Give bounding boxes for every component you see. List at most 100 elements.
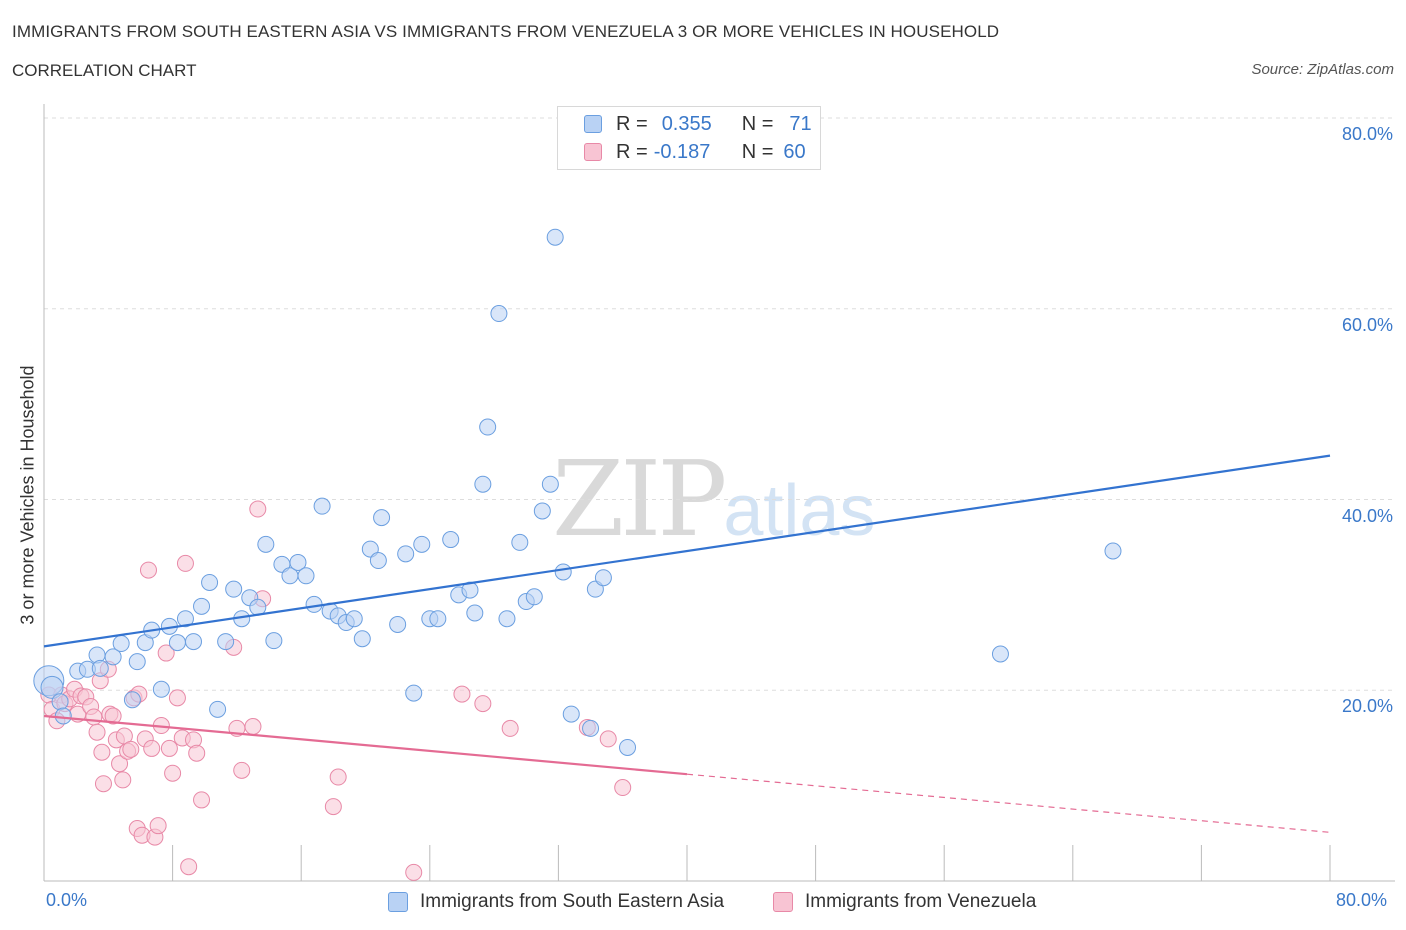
sea-point	[193, 597, 211, 615]
legend-r-value: 0.355	[661, 112, 712, 135]
sea-point	[51, 693, 69, 711]
venezuela-point	[88, 723, 106, 741]
venezuela-point	[188, 744, 206, 762]
venezuela-point	[160, 739, 178, 757]
venezuela-point	[329, 768, 347, 786]
y-axis-label: 3 or more Vehicles in Household	[17, 365, 38, 625]
source-label: Source: ZipAtlas.com	[1251, 61, 1394, 78]
venezuela-point	[122, 740, 140, 758]
sea-point	[168, 634, 186, 652]
venezuela-point	[143, 739, 161, 757]
venezuela-point	[93, 743, 111, 761]
sea-point	[54, 707, 72, 725]
sea-point	[289, 553, 307, 571]
sea-point	[297, 567, 315, 585]
venezuela-point	[233, 761, 251, 779]
y-tick-label: 40.0%	[1341, 505, 1393, 526]
sea-point	[413, 535, 431, 553]
sea-point	[152, 680, 170, 698]
legend-r-label: R =	[616, 140, 648, 163]
sea-point	[184, 633, 202, 651]
bottom-legend-label-venezuela: Immigrants from Venezuela	[805, 891, 1037, 912]
sea-trend-line	[43, 454, 1331, 648]
sea-point	[123, 691, 141, 709]
sea-point	[373, 509, 391, 527]
venezuela-trend-extension	[686, 773, 1331, 833]
bottom-legend-label-sea: Immigrants from South Eastern Asia	[420, 891, 725, 912]
sea-point	[91, 659, 109, 677]
sea-point	[533, 502, 551, 520]
sea-point	[429, 610, 447, 628]
bottom-legend-sea: Immigrants from South Eastern Asia	[388, 889, 724, 915]
venezuela-point	[501, 719, 519, 737]
venezuela-point	[111, 755, 129, 773]
venezuela-point	[176, 554, 194, 572]
sea-point	[389, 615, 407, 633]
legend-row-venezuela: R = -0.187 N = 60	[584, 140, 806, 164]
sea-point	[479, 418, 497, 436]
venezuela-point	[180, 858, 198, 876]
venezuela-point	[164, 764, 182, 782]
venezuela-point	[599, 730, 617, 748]
venezuela-point	[149, 817, 167, 835]
venezuela-point	[104, 707, 122, 725]
sea-point	[405, 684, 423, 702]
venezuela-point	[405, 863, 423, 881]
sea-point	[554, 563, 572, 581]
venezuela-point	[324, 798, 342, 816]
sea-point	[511, 533, 529, 551]
bottom-swatch-blue	[388, 892, 408, 912]
sea-point	[112, 635, 130, 653]
sea-point	[217, 633, 235, 651]
venezuela-point	[114, 771, 132, 789]
venezuela-point	[193, 791, 211, 809]
sea-point	[40, 675, 64, 699]
sea-point	[128, 653, 146, 671]
venezuela-point	[453, 685, 471, 703]
y-tick-label: 60.0%	[1341, 314, 1393, 335]
sea-point	[594, 569, 612, 587]
sea-point	[209, 700, 227, 718]
sea-point	[541, 475, 559, 493]
venezuela-point	[168, 689, 186, 707]
sea-point	[1104, 542, 1122, 560]
venezuela-point	[139, 561, 157, 579]
stats-legend: R = 0.355 N = 71 R = -0.187 N = 60	[557, 106, 821, 170]
chart-title: IMMIGRANTS FROM SOUTH EASTERN ASIA VS IM…	[12, 22, 1000, 41]
venezuela-point	[157, 644, 175, 662]
legend-n-value: 60	[783, 140, 806, 163]
y-tick-label: 80.0%	[1341, 124, 1393, 144]
venezuela-point	[94, 775, 112, 793]
sea-point	[582, 719, 600, 737]
sea-point	[369, 552, 387, 570]
sea-point	[442, 531, 460, 549]
sea-point	[313, 497, 331, 515]
sea-point	[104, 648, 122, 666]
x-tick-max: 80.0%	[1336, 890, 1388, 910]
bottom-swatch-pink	[773, 892, 793, 912]
venezuela-point	[614, 779, 632, 797]
legend-swatch-pink	[584, 143, 602, 161]
legend-n-value: 71	[789, 112, 812, 135]
venezuela-trend-line	[43, 714, 688, 776]
x-tick-min: 0.0%	[46, 890, 88, 910]
sea-point	[397, 545, 415, 563]
sea-point	[265, 632, 283, 650]
venezuela-point	[244, 717, 262, 735]
legend-swatch-blue	[584, 115, 602, 133]
sea-point	[546, 228, 564, 246]
sea-point	[257, 535, 275, 553]
sea-point	[991, 645, 1009, 663]
sea-point	[490, 305, 508, 323]
sea-point	[619, 738, 637, 756]
sea-point	[201, 573, 219, 591]
venezuela-point	[85, 708, 103, 726]
venezuela-point	[474, 695, 492, 713]
sea-point	[525, 588, 543, 606]
legend-r-value: -0.187	[653, 140, 711, 163]
sea-point	[225, 580, 243, 598]
sea-point	[562, 705, 580, 723]
sea-point	[466, 604, 484, 622]
sea-point	[176, 610, 194, 628]
legend-n-label: N =	[741, 140, 774, 163]
